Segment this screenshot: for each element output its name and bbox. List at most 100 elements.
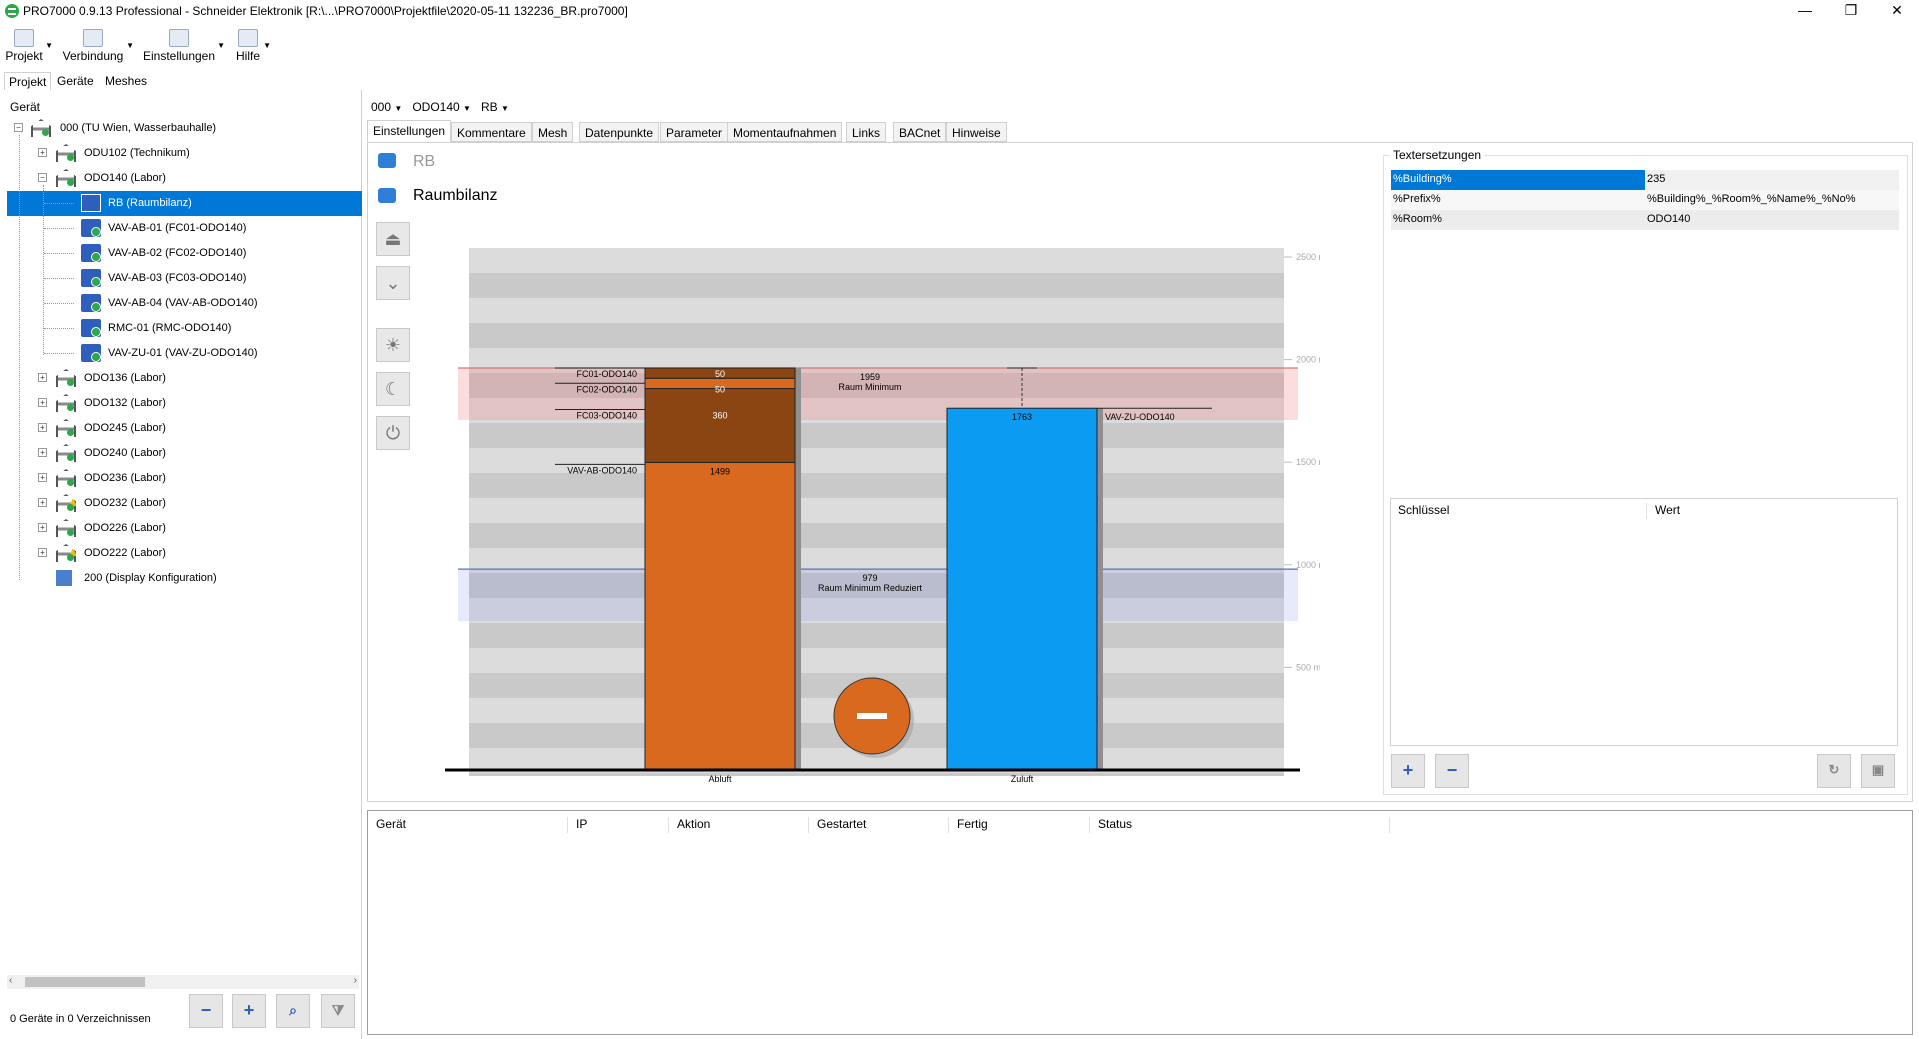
menu-projekt[interactable]: Projekt ▼ — [4, 27, 53, 67]
tab-parameter[interactable]: Parameter — [660, 122, 729, 142]
close-button[interactable]: ✕ — [1891, 2, 1903, 18]
tab-momentaufnahmen[interactable]: Momentaufnahmen — [727, 122, 843, 142]
column-header-aktion[interactable]: Aktion — [668, 817, 710, 833]
tree-item[interactable]: 200 (Display Konfiguration) — [0, 566, 362, 591]
tree-item[interactable]: VAV-AB-04 (VAV-AB-ODO140) — [0, 291, 362, 316]
search-button[interactable]: ⌕ — [276, 994, 310, 1028]
collapse-icon[interactable]: − — [38, 173, 47, 182]
vav-icon — [81, 294, 101, 312]
night-mode-button[interactable]: ☾ — [376, 372, 410, 406]
tab-geraete[interactable]: Geräte — [57, 74, 94, 88]
download-button[interactable]: ⌄ — [376, 266, 410, 300]
breadcrumb-item[interactable]: RB — [480, 100, 498, 114]
minus-icon: − — [200, 1000, 212, 1020]
expand-icon[interactable]: + — [38, 548, 47, 557]
background-stripe — [469, 773, 1284, 776]
expand-icon[interactable]: + — [38, 473, 47, 482]
tree-item[interactable]: − 000 (TU Wien, Wasserbauhalle) — [0, 116, 362, 141]
tree-item[interactable]: + ODO232 (Labor) — [0, 491, 362, 516]
text-replacement-row[interactable]: %Prefix% %Building%_%Room%_%Name%_%No% — [1391, 190, 1899, 210]
expand-icon[interactable]: + — [38, 523, 47, 532]
text-replacement-row[interactable]: %Building% 235 — [1391, 170, 1899, 190]
expand-icon[interactable]: + — [38, 398, 47, 407]
column-header-geraet[interactable]: Gerät — [376, 817, 407, 831]
upload-button[interactable]: ⏏ — [376, 222, 410, 256]
expand-icon[interactable]: + — [38, 498, 47, 507]
tree-item[interactable]: + ODO240 (Labor) — [0, 441, 362, 466]
scrollbar-thumb[interactable] — [25, 977, 145, 987]
tree-item[interactable]: + ODO245 (Labor) — [0, 416, 362, 441]
tree-item[interactable]: + ODO226 (Labor) — [0, 516, 362, 541]
scroll-left-icon[interactable]: ‹ — [9, 975, 13, 986]
collapse-icon[interactable]: − — [14, 123, 23, 132]
column-header-key[interactable]: Schlüssel — [1398, 503, 1450, 517]
chevron-down-icon[interactable]: ▼ — [394, 104, 403, 113]
tree-item[interactable]: + ODO236 (Labor) — [0, 466, 362, 491]
tab-datenpunkte[interactable]: Datenpunkte — [579, 122, 660, 142]
remove-device-button[interactable]: − — [189, 994, 223, 1028]
tree-item[interactable]: + ODO136 (Labor) — [0, 366, 362, 391]
text-replacement-row[interactable]: %Room% ODO140 — [1391, 210, 1899, 230]
chevron-down-icon[interactable]: ▼ — [500, 104, 509, 113]
tab-projekt[interactable]: Projekt — [4, 72, 52, 90]
tab-einstellungen[interactable]: Einstellungen — [367, 120, 452, 142]
tree-item[interactable]: VAV-AB-02 (FC02-ODO140) — [0, 241, 362, 266]
horizontal-scrollbar[interactable]: ‹ › — [7, 975, 359, 989]
filter-button[interactable]: ⧩ — [321, 994, 355, 1028]
chevron-down-icon: ▼ — [126, 41, 134, 50]
tab-meshes[interactable]: Meshes — [105, 74, 148, 88]
reload-button[interactable]: ↻ — [1817, 754, 1851, 788]
tree-item-label: ODO136 (Labor) — [84, 372, 166, 384]
tree-item[interactable]: + ODO132 (Labor) — [0, 391, 362, 416]
tree-item[interactable]: RMC-01 (RMC-ODO140) — [0, 316, 362, 341]
tree-item[interactable]: VAV-ZU-01 (VAV-ZU-ODO140) — [0, 341, 362, 366]
job-status-grid[interactable]: Gerät IP Aktion Gestartet Fertig Status — [367, 810, 1913, 1035]
day-mode-button[interactable]: ☀ — [376, 328, 410, 362]
tree-item[interactable]: − ODO140 (Labor) — [0, 166, 362, 191]
add-device-button[interactable]: + — [232, 994, 266, 1028]
column-header-ip[interactable]: IP — [567, 817, 587, 833]
tab-links[interactable]: Links — [846, 122, 887, 142]
tab-kommentare[interactable]: Kommentare — [451, 122, 532, 142]
breadcrumb-item[interactable]: 000 — [371, 100, 392, 114]
tab-bacnet[interactable]: BACnet — [893, 122, 947, 142]
breadcrumb-item[interactable]: ODO140 — [412, 100, 460, 114]
y-tick-label: 2000 m³/h — [1296, 355, 1320, 365]
minimize-button[interactable]: — — [1798, 2, 1812, 18]
y-tick-label: 2500 m³/h — [1296, 252, 1320, 262]
minus-icon: − — [1446, 760, 1458, 780]
chevron-down-icon: ▼ — [217, 41, 225, 50]
tab-mesh[interactable]: Mesh — [532, 122, 574, 142]
column-header-value[interactable]: Wert — [1646, 503, 1680, 519]
tree-item[interactable]: + ODO222 (Labor) — [0, 541, 362, 566]
power-button[interactable]: ⏻ — [376, 416, 410, 450]
tree-item[interactable]: VAV-AB-03 (FC03-ODO140) — [0, 266, 362, 291]
tree-item[interactable]: RB (Raumbilanz) — [7, 191, 362, 216]
segment-name-label: VAV-ZU-ODO140 — [1105, 412, 1175, 422]
expand-icon[interactable]: + — [38, 148, 47, 157]
expand-icon[interactable]: + — [38, 423, 47, 432]
building-icon — [31, 119, 51, 137]
menu-verbindung[interactable]: Verbindung ▼ — [61, 27, 134, 67]
bar-value-label: 50 — [715, 384, 725, 394]
segment-name-label: FC01-ODO140 — [576, 369, 637, 379]
column-header-fertig[interactable]: Fertig — [948, 817, 988, 833]
key-value-grid[interactable]: Schlüssel Wert — [1390, 498, 1898, 746]
expand-icon[interactable]: + — [38, 373, 47, 382]
device-name[interactable]: Raumbilanz — [413, 187, 498, 204]
tree-item[interactable]: VAV-AB-01 (FC01-ODO140) — [0, 216, 362, 241]
menu-einstellungen[interactable]: Einstellungen ▼ — [142, 27, 225, 67]
tab-hinweise[interactable]: Hinweise — [946, 122, 1007, 142]
chevron-down-icon[interactable]: ▼ — [463, 104, 471, 113]
add-replacement-button[interactable]: + — [1391, 754, 1425, 788]
column-header-gestartet[interactable]: Gestartet — [808, 817, 866, 833]
tree-item[interactable]: + ODU102 (Technikum) — [0, 141, 362, 166]
expand-icon[interactable]: + — [38, 448, 47, 457]
save-button[interactable]: ▣ — [1861, 754, 1895, 788]
restore-button[interactable]: ❐ — [1844, 2, 1858, 18]
room-icon — [56, 494, 76, 512]
remove-replacement-button[interactable]: − — [1435, 754, 1469, 788]
column-header-status[interactable]: Status — [1089, 817, 1132, 833]
scroll-right-icon[interactable]: › — [353, 975, 357, 986]
menu-hilfe[interactable]: Hilfe ▼ — [234, 27, 271, 67]
